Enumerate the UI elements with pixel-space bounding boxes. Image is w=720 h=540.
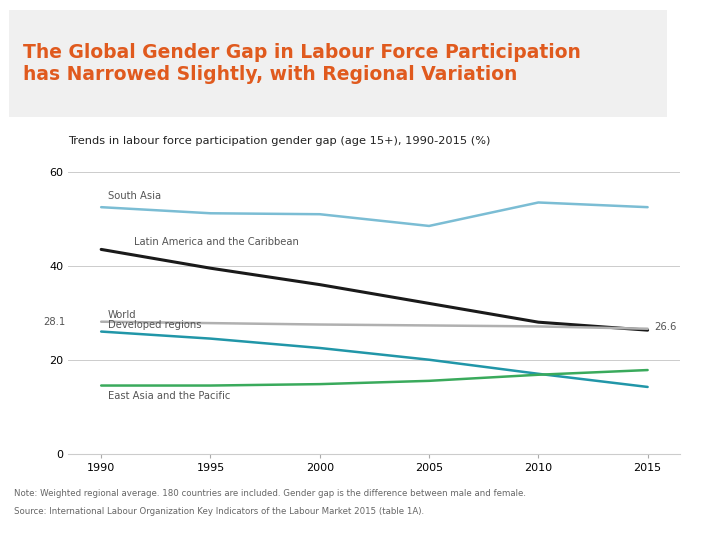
Text: World: World — [108, 310, 136, 320]
Text: Developed regions: Developed regions — [108, 320, 202, 330]
FancyBboxPatch shape — [9, 10, 667, 117]
Text: East Asia and the Pacific: East Asia and the Pacific — [108, 391, 230, 401]
Text: Note: Weighted regional average. 180 countries are included. Gender gap is the d: Note: Weighted regional average. 180 cou… — [14, 489, 526, 498]
Text: 28.1: 28.1 — [43, 316, 66, 327]
Text: Latin America and the Caribbean: Latin America and the Caribbean — [134, 237, 299, 247]
Text: Trends in labour force participation gender gap (age 15+), 1990-2015 (%): Trends in labour force participation gen… — [68, 136, 491, 146]
Text: 26.6: 26.6 — [654, 322, 677, 332]
Text: The Global Gender Gap in Labour Force Participation
has Narrowed Slightly, with : The Global Gender Gap in Labour Force Pa… — [23, 43, 581, 84]
Text: Source: International Labour Organization Key Indicators of the Labour Market 20: Source: International Labour Organizatio… — [14, 507, 425, 516]
Text: South Asia: South Asia — [108, 191, 161, 201]
